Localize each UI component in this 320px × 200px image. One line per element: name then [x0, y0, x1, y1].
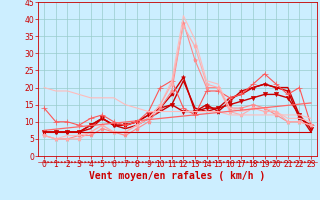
- X-axis label: Vent moyen/en rafales ( km/h ): Vent moyen/en rafales ( km/h ): [90, 171, 266, 181]
